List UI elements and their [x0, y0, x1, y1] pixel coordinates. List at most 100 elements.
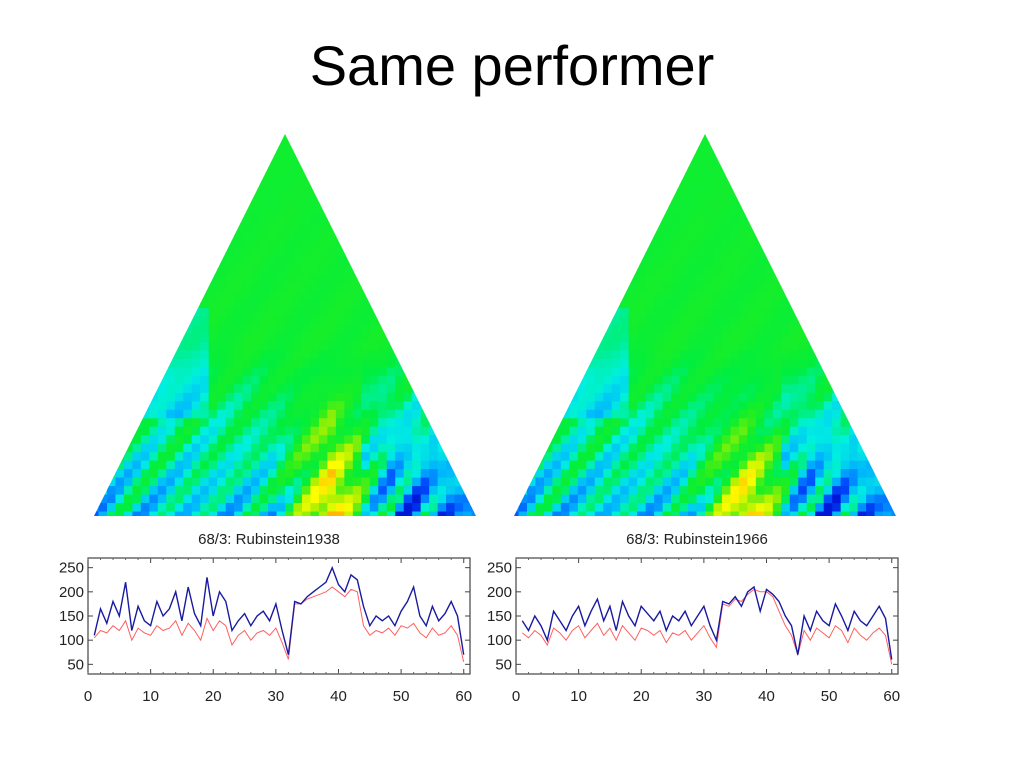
- heatmap-cell: [679, 291, 689, 301]
- heatmap-cell: [883, 248, 893, 258]
- heatmap-cell: [730, 511, 740, 516]
- heatmap-cell: [94, 486, 100, 496]
- heatmap-cell: [747, 443, 757, 453]
- heatmap-cell: [94, 206, 100, 216]
- heatmap-cell: [866, 341, 876, 352]
- heatmap-cell: [679, 452, 689, 462]
- heatmap-cell: [200, 358, 210, 368]
- heatmap-cell: [200, 367, 210, 377]
- heatmap-cell: [310, 274, 320, 284]
- heatmap-cell: [115, 503, 125, 513]
- heatmap-cell: [514, 265, 520, 275]
- heatmap-cell: [446, 231, 456, 241]
- heatmap-cell: [225, 367, 235, 377]
- heatmap-cell: [403, 282, 413, 292]
- heatmap-cell: [301, 511, 312, 516]
- heatmap-cell: [386, 146, 396, 157]
- heatmap-cell: [543, 163, 553, 173]
- heatmap-cell: [543, 282, 553, 292]
- heatmap-cell: [123, 257, 133, 267]
- heatmap-cell: [526, 189, 537, 199]
- heatmap-cell: [310, 426, 320, 436]
- heatmap-cell: [518, 163, 528, 173]
- heatmap-cell: [149, 172, 159, 182]
- heatmap-cell: [191, 375, 201, 385]
- heatmap-cell: [586, 265, 596, 275]
- heatmap-cell: [620, 146, 630, 157]
- heatmap-cell: [798, 240, 808, 250]
- heatmap-cell: [98, 469, 108, 479]
- heatmap-cell: [191, 358, 201, 368]
- heatmap-cell: [611, 291, 621, 301]
- heatmap-cell: [840, 155, 850, 165]
- heatmap-cell: [268, 240, 278, 250]
- heatmap-cell: [301, 401, 312, 411]
- heatmap-cell: [713, 418, 723, 428]
- heatmap-cell: [412, 392, 422, 402]
- heatmap-cell: [560, 367, 570, 377]
- heatmap-cell: [420, 172, 430, 182]
- heatmap-cell: [301, 223, 312, 233]
- heatmap-cell: [471, 189, 476, 199]
- heatmap-cell: [637, 316, 647, 326]
- heatmap-cell: [526, 460, 537, 470]
- heatmap-cell: [234, 409, 244, 419]
- heatmap-cell: [577, 248, 587, 258]
- heatmap-cell: [344, 274, 354, 284]
- heatmap-cell: [654, 146, 664, 157]
- heatmap-cell: [369, 341, 379, 352]
- heatmap-cell: [849, 214, 859, 224]
- heatmap-cell: [671, 299, 681, 309]
- heatmap-cell: [369, 367, 379, 377]
- heatmap-cell: [721, 206, 732, 216]
- heatmap-cell: [149, 325, 159, 335]
- heatmap-cell: [234, 146, 244, 157]
- heatmap-cell: [577, 511, 587, 516]
- heatmap-cell: [94, 443, 100, 453]
- heatmap-cell: [276, 511, 286, 516]
- heatmap-cell: [781, 384, 791, 394]
- heatmap-cell: [518, 426, 528, 436]
- heatmap-cell: [849, 134, 859, 140]
- heatmap-cell: [857, 155, 867, 165]
- heatmap-cell: [471, 163, 476, 173]
- heatmap-cell: [671, 384, 681, 394]
- heatmap-cell: [454, 392, 464, 402]
- heatmap-cell: [705, 274, 715, 284]
- heatmap-cell: [806, 138, 816, 148]
- heatmap-cell: [225, 274, 235, 284]
- heatmap-cell: [369, 155, 379, 165]
- heatmap-cell: [543, 333, 553, 343]
- heatmap-cell: [535, 291, 545, 301]
- heatmap-cell: [251, 206, 261, 216]
- heatmap-cell: [815, 358, 825, 368]
- heatmap-cell: [217, 180, 227, 190]
- heatmap-cell: [132, 511, 142, 516]
- heatmap-cell: [403, 180, 413, 190]
- heatmap-cell: [429, 197, 439, 207]
- heatmap-cell: [225, 231, 235, 241]
- heatmap-cell: [463, 214, 473, 224]
- heatmap-cell: [662, 358, 672, 368]
- heatmap-cell: [552, 231, 562, 241]
- heatmap-cell: [764, 477, 774, 487]
- heatmap-cell: [738, 392, 748, 402]
- heatmap-cell: [662, 350, 672, 360]
- heatmap-cell: [234, 375, 244, 385]
- heatmap-cell: [747, 435, 757, 445]
- heatmap-cell: [386, 214, 396, 224]
- heatmap-cell: [713, 265, 723, 275]
- heatmap-cell: [98, 384, 108, 394]
- heatmap-cell: [123, 163, 133, 173]
- heatmap-cell: [730, 375, 740, 385]
- heatmap-cell: [234, 426, 244, 436]
- heatmap-cell: [654, 443, 664, 453]
- heatmap-cell: [594, 435, 604, 445]
- heatmap-cell: [671, 409, 681, 419]
- heatmap-cell: [535, 460, 545, 470]
- heatmap-cell: [327, 248, 337, 258]
- heatmap-cell: [98, 291, 108, 301]
- heatmap-cell: [730, 341, 740, 352]
- heatmap-cell: [645, 401, 655, 411]
- heatmap-cell: [798, 486, 808, 496]
